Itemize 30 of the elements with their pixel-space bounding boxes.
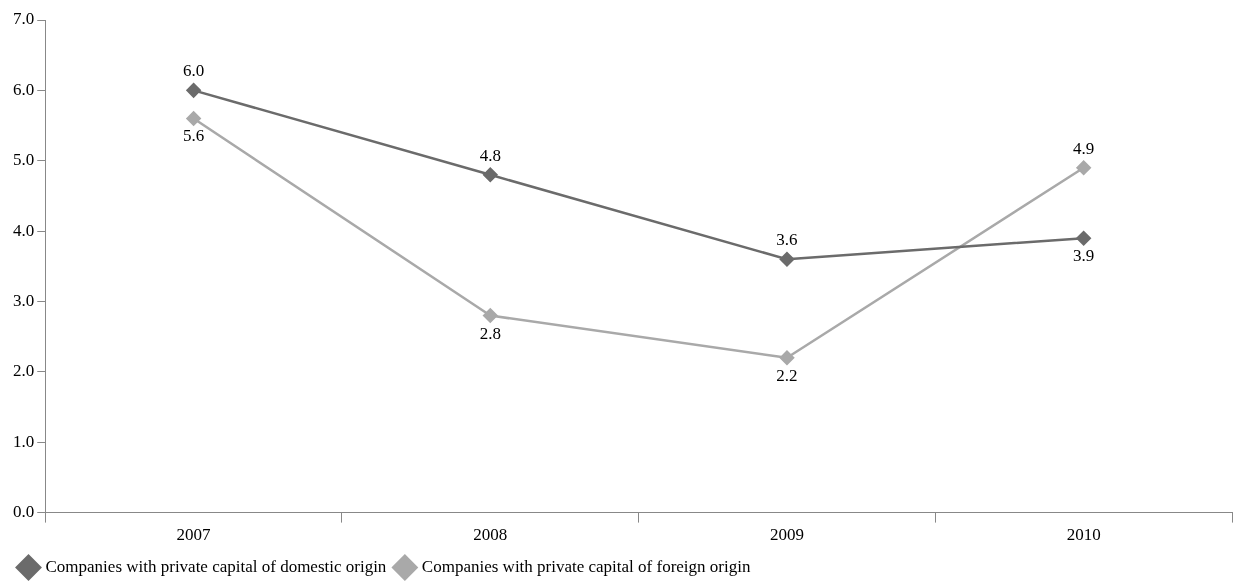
point bbox=[1076, 160, 1091, 176]
y-tick-label: 3.0 bbox=[13, 290, 35, 310]
point bbox=[483, 308, 498, 323]
point bbox=[779, 252, 795, 267]
point bbox=[186, 111, 201, 126]
x-tick-label: 2008 bbox=[473, 525, 508, 545]
legend-label: Companies with private capital of foreign origin bbox=[421, 556, 751, 576]
point bbox=[483, 167, 498, 183]
legend-label: Companies with private capital of domestic origin bbox=[45, 556, 387, 576]
data-label: 2.8 bbox=[479, 323, 501, 343]
data-label: 3.9 bbox=[1073, 246, 1095, 266]
point bbox=[779, 350, 795, 366]
x-tick-label: 2010 bbox=[1066, 525, 1101, 545]
y-tick-label: 2.0 bbox=[13, 361, 35, 381]
data-label: 4.8 bbox=[479, 145, 501, 165]
data-label: 6.0 bbox=[182, 61, 205, 81]
data-label: 4.9 bbox=[1073, 138, 1095, 158]
x-tick-label: 2007 bbox=[176, 525, 212, 545]
point bbox=[186, 83, 201, 98]
data-label: 2.2 bbox=[776, 365, 798, 385]
point bbox=[1076, 230, 1091, 246]
y-tick-label: 1.0 bbox=[13, 431, 35, 451]
data-label: 3.6 bbox=[776, 230, 798, 250]
data-label: 5.6 bbox=[182, 126, 205, 146]
y-tick-label: 5.0 bbox=[13, 150, 35, 170]
y-tick-label: 7.0 bbox=[13, 9, 35, 29]
y-tick-label: 0.0 bbox=[13, 502, 35, 522]
y-tick-label: 4.0 bbox=[13, 220, 35, 240]
x-tick-label: 2009 bbox=[769, 525, 804, 545]
y-tick-label: 6.0 bbox=[13, 79, 35, 99]
